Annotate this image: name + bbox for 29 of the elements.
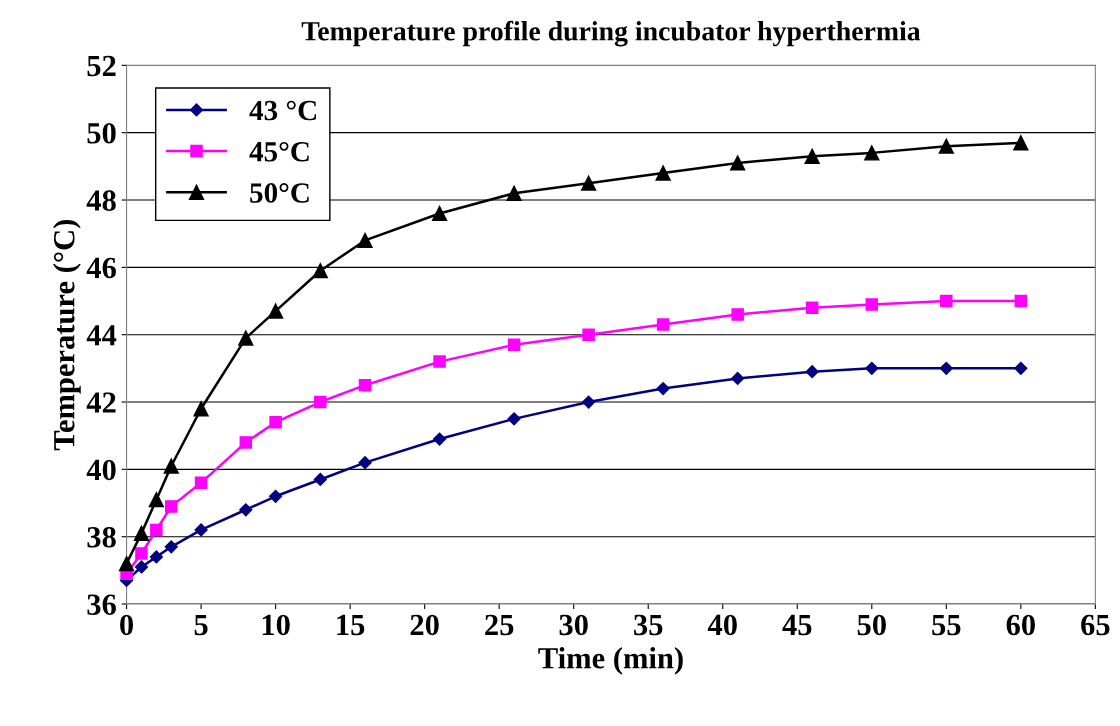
x-tick-label: 65 bbox=[1081, 614, 1110, 636]
y-tick-label: 48 bbox=[86, 190, 116, 211]
x-tick-label: 35 bbox=[634, 614, 663, 636]
x-tick-label: 10 bbox=[262, 614, 290, 636]
y-axis-title: Temperature (°C) bbox=[53, 220, 81, 451]
x-tick-label: 25 bbox=[485, 614, 514, 636]
y-tick-label: 52 bbox=[87, 55, 116, 77]
legend-label: 45°C bbox=[249, 141, 309, 162]
x-tick-label: 50 bbox=[857, 614, 886, 636]
y-tick-label: 36 bbox=[87, 594, 116, 615]
y-tick-label: 46 bbox=[86, 257, 116, 279]
chart-title: Temperature profile during incubator hyperthermia bbox=[301, 20, 921, 47]
x-tick-label: 0 bbox=[120, 614, 134, 636]
x-axis-title: Time (min) bbox=[538, 647, 683, 675]
x-tick-label: 60 bbox=[1006, 614, 1035, 636]
x-tick-label: 40 bbox=[707, 614, 737, 636]
y-tick-label: 40 bbox=[86, 459, 116, 481]
x-tick-label: 20 bbox=[410, 614, 439, 636]
legend-label: 50°C bbox=[250, 183, 309, 203]
x-tick-label: 15 bbox=[337, 614, 365, 636]
y-tick-label: 42 bbox=[86, 392, 116, 413]
x-tick-label: 30 bbox=[559, 614, 588, 636]
x-tick-label: 55 bbox=[932, 614, 961, 636]
x-tick-label: 45 bbox=[782, 614, 812, 636]
y-tick-label: 38 bbox=[87, 526, 116, 548]
x-tick-label: 5 bbox=[194, 614, 208, 636]
legend-label: 43 °C bbox=[249, 100, 316, 121]
y-tick-label: 44 bbox=[86, 325, 117, 346]
y-tick-label: 50 bbox=[87, 122, 116, 144]
